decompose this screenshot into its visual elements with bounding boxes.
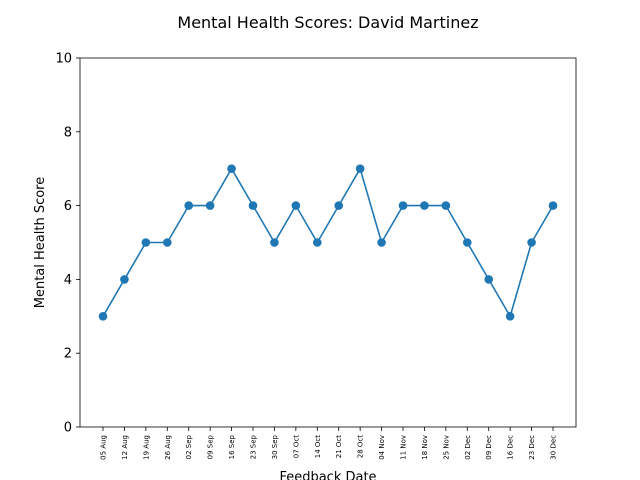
x-tick-label: 18 Nov bbox=[421, 435, 429, 460]
data-point bbox=[98, 312, 108, 321]
data-point bbox=[120, 275, 129, 284]
x-tick-label: 02 Dec bbox=[464, 435, 472, 460]
y-tick-label: 6 bbox=[64, 199, 72, 214]
x-tick-label: 25 Nov bbox=[442, 435, 450, 460]
series-line-group bbox=[98, 164, 558, 321]
data-point bbox=[484, 275, 494, 284]
x-tick-label: 30 Dec bbox=[550, 435, 558, 460]
x-axis-label: Feedback Date bbox=[279, 470, 376, 480]
y-axis: 0 2 4 6 8 10 bbox=[55, 52, 80, 436]
data-point bbox=[548, 201, 558, 210]
x-tick-label: 16 Dec bbox=[507, 435, 515, 460]
data-point bbox=[441, 201, 451, 210]
data-point bbox=[141, 238, 151, 247]
data-point bbox=[420, 201, 429, 210]
data-point bbox=[398, 201, 408, 210]
x-tick-label: 30 Sep bbox=[271, 434, 279, 459]
plot-area-frame bbox=[79, 57, 577, 428]
data-point bbox=[334, 201, 344, 210]
x-tick-label: 16 Sep bbox=[228, 434, 236, 459]
y-tick-label: 2 bbox=[64, 347, 72, 362]
data-point bbox=[270, 238, 279, 247]
x-tick-label: 14 Oct bbox=[314, 435, 322, 458]
x-tick-label: 11 Nov bbox=[400, 435, 408, 460]
y-tick-label: 4 bbox=[64, 273, 72, 288]
data-point bbox=[162, 238, 172, 247]
x-tick-label: 26 Aug bbox=[164, 435, 172, 460]
data-point bbox=[505, 312, 515, 321]
data-point bbox=[355, 164, 365, 173]
x-tick-label: 28 Oct bbox=[357, 435, 365, 458]
x-tick-label: 07 Oct bbox=[292, 435, 300, 458]
x-tick-label: 02 Sep bbox=[185, 434, 193, 459]
y-tick-label: 0 bbox=[64, 421, 72, 436]
x-tick-label: 04 Nov bbox=[378, 435, 386, 460]
data-point bbox=[205, 201, 215, 210]
chart-title: Mental Health Scores: David Martinez bbox=[177, 13, 478, 32]
y-tick-label: 8 bbox=[64, 125, 72, 140]
x-tick-label: 05 Aug bbox=[100, 435, 108, 460]
y-axis-label: Mental Health Score bbox=[33, 177, 48, 309]
data-point bbox=[291, 201, 301, 210]
x-tick-label: 09 Sep bbox=[207, 434, 215, 459]
data-point bbox=[184, 201, 194, 210]
data-point bbox=[227, 164, 236, 173]
data-point bbox=[248, 201, 258, 210]
series-line bbox=[102, 167, 554, 318]
x-axis: 05 Aug 12 Aug 19 Aug 26 Aug 02 Sep 09 Sep 16 S… bbox=[100, 427, 558, 460]
data-point bbox=[312, 238, 322, 247]
x-tick-label: 19 Aug bbox=[142, 435, 150, 460]
x-tick-label: 09 Dec bbox=[485, 435, 493, 460]
y-tick-label: 10 bbox=[55, 52, 72, 67]
x-tick-label: 23 Dec bbox=[528, 435, 536, 460]
x-tick-label: 12 Aug bbox=[121, 435, 129, 460]
x-tick-label: 23 Sep bbox=[250, 434, 258, 459]
data-point bbox=[462, 238, 472, 247]
data-point bbox=[527, 238, 536, 247]
x-tick-label: 21 Oct bbox=[335, 435, 343, 458]
data-point bbox=[377, 238, 386, 247]
